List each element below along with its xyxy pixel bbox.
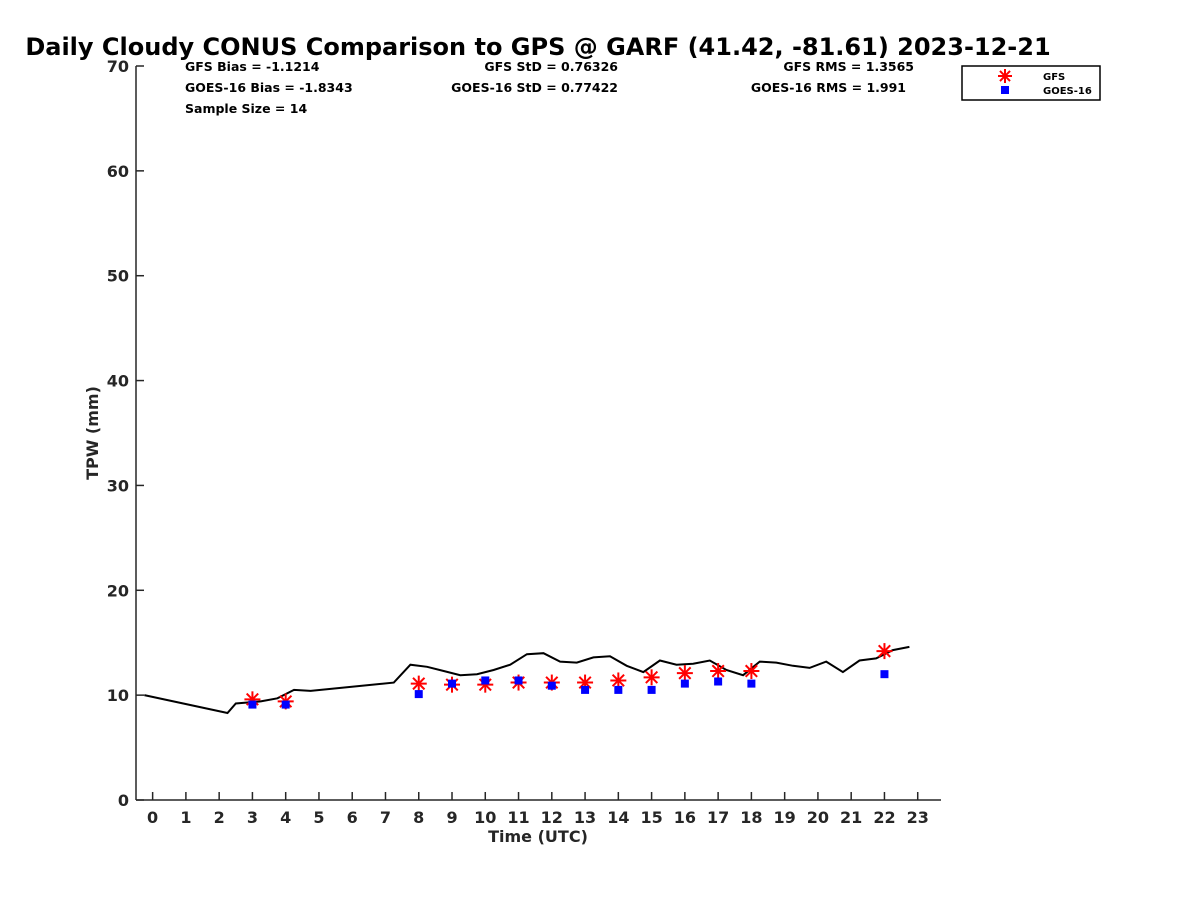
- point-gfs: [643, 669, 660, 686]
- x-tick-label: 22: [873, 808, 895, 827]
- legend-marker-goes: [1001, 86, 1009, 94]
- point-goes-16: [248, 700, 257, 709]
- stat-gfs-std: GFS StD = 0.76326: [484, 59, 618, 74]
- x-tick-label: 17: [707, 808, 729, 827]
- point-goes-16: [448, 679, 457, 688]
- plot-marks: [144, 643, 910, 715]
- y-tick-label: 30: [107, 476, 129, 495]
- x-tick-label: 8: [413, 808, 424, 827]
- point-goes-16: [614, 685, 623, 694]
- y-tick-label: 10: [107, 686, 129, 705]
- legend-label-goes: GOES-16: [1043, 86, 1092, 97]
- x-tick-label: 9: [446, 808, 457, 827]
- x-tick-label: 12: [541, 808, 563, 827]
- point-goes-16: [714, 677, 723, 686]
- point-goes-16: [481, 676, 490, 685]
- y-tick-label: 20: [107, 581, 129, 600]
- y-ticks: 0 10 20 30 40 50 60 70: [107, 57, 144, 810]
- y-tick-label: 70: [107, 57, 129, 76]
- point-goes-16: [647, 685, 656, 694]
- x-tick-label: 13: [574, 808, 596, 827]
- stat-sample-size: Sample Size = 14: [185, 101, 307, 116]
- chart-title: Daily Cloudy CONUS Comparison to GPS @ G…: [25, 33, 1050, 61]
- legend-square-goes-16: [1001, 86, 1009, 94]
- x-tick-label: 21: [840, 808, 862, 827]
- x-tick-label: 11: [507, 808, 529, 827]
- x-tick-label: 15: [640, 808, 662, 827]
- point-goes-16: [281, 700, 290, 709]
- y-tick-label: 0: [118, 791, 129, 810]
- legend: GFS GOES-16: [961, 65, 1101, 101]
- point-goes-16: [747, 679, 756, 688]
- legend-label-gfs: GFS: [1043, 72, 1065, 83]
- point-goes-16: [514, 676, 523, 685]
- x-tick-label: 4: [280, 808, 291, 827]
- y-axis-label: TPW (mm): [83, 386, 102, 480]
- point-gfs: [676, 665, 693, 682]
- x-tick-label: 7: [380, 808, 391, 827]
- point-goes-16: [414, 690, 423, 699]
- point-gfs: [876, 643, 893, 660]
- x-tick-label: 19: [774, 808, 796, 827]
- series-line-gps: [144, 645, 910, 715]
- x-tick-label: 16: [674, 808, 696, 827]
- stat-gfs-rms: GFS RMS = 1.3565: [783, 59, 914, 74]
- stat-goes-rms: GOES-16 RMS = 1.991: [751, 80, 906, 95]
- axes: [135, 66, 941, 801]
- x-tick-label: 6: [347, 808, 358, 827]
- x-tick-label: 14: [607, 808, 629, 827]
- legend-asterisk-gfs: [998, 69, 1012, 83]
- x-tick-label: 18: [740, 808, 762, 827]
- x-ticks: 0 1 2 3 4 5 6 7 8 9 10 11 12 13 14 15 16 17 18 19 20 21 22 23: [147, 792, 929, 827]
- x-tick-label: 0: [147, 808, 158, 827]
- y-tick-label: 40: [107, 372, 129, 391]
- point-gfs: [743, 663, 760, 680]
- x-tick-label: 5: [313, 808, 324, 827]
- stat-goes-bias: GOES-16 Bias = -1.8343: [185, 80, 353, 95]
- stat-goes-std: GOES-16 StD = 0.77422: [451, 80, 618, 95]
- point-goes-16: [880, 670, 889, 679]
- point-gfs: [610, 672, 627, 689]
- point-gfs: [410, 675, 427, 692]
- x-tick-label: 2: [214, 808, 225, 827]
- x-tick-label: 10: [474, 808, 496, 827]
- point-goes-16: [581, 685, 590, 694]
- y-tick-label: 60: [107, 162, 129, 181]
- x-tick-label: 1: [180, 808, 191, 827]
- x-tick-label: 3: [247, 808, 258, 827]
- legend-box: [961, 65, 1101, 101]
- point-gfs: [710, 663, 727, 680]
- y-tick-label: 50: [107, 267, 129, 286]
- legend-marker-gfs: [998, 69, 1012, 83]
- x-axis-label: Time (UTC): [488, 827, 588, 846]
- x-tick-label: 23: [907, 808, 929, 827]
- x-tick-label: 20: [807, 808, 829, 827]
- point-goes-16: [547, 681, 556, 690]
- stat-gfs-bias: GFS Bias = -1.1214: [185, 59, 320, 74]
- point-goes-16: [680, 679, 689, 688]
